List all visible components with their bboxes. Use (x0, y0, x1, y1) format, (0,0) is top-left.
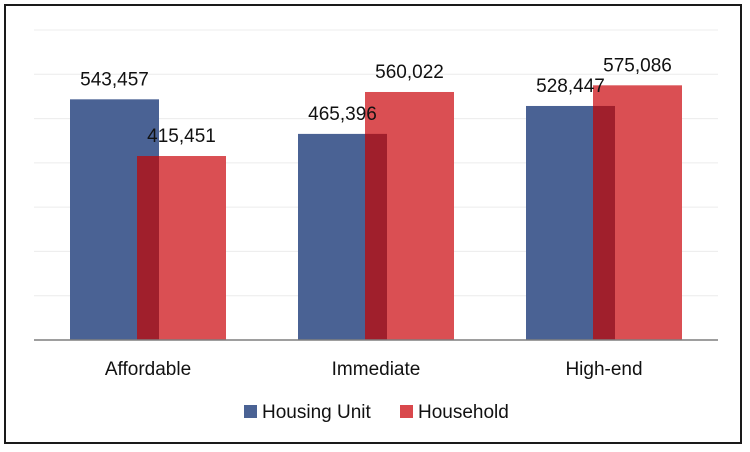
data-label-household-affordable: 415,451 (147, 126, 216, 147)
legend-label-household: Household (418, 402, 509, 423)
data-label-housing-unit-affordable: 543,457 (80, 69, 149, 90)
data-label-housing-unit-high-end: 528,447 (536, 76, 605, 97)
legend: Housing Unit Household (244, 402, 509, 423)
bar-overlap-immediate (365, 133, 387, 340)
legend-swatch-household (400, 405, 413, 418)
legend-label-housing-unit: Housing Unit (262, 402, 371, 423)
legend-swatch-housing-unit (244, 405, 257, 418)
category-label-high-end: High-end (565, 359, 642, 380)
bars (70, 85, 682, 340)
data-label-household-high-end: 575,086 (603, 55, 672, 76)
data-labels: 543,457 415,451 465,396 560,022 528,447575,0… (80, 55, 672, 147)
bar-overlap-affordable (137, 156, 159, 340)
bar-overlap-high-end (593, 105, 615, 340)
data-label-housing-unit-immediate: 465,396 (308, 104, 377, 125)
category-labels: Affordable Immediate High-end (105, 359, 643, 380)
data-label-household-immediate: 560,022 (375, 62, 444, 83)
category-label-affordable: Affordable (105, 359, 191, 380)
category-label-immediate: Immediate (332, 359, 421, 380)
